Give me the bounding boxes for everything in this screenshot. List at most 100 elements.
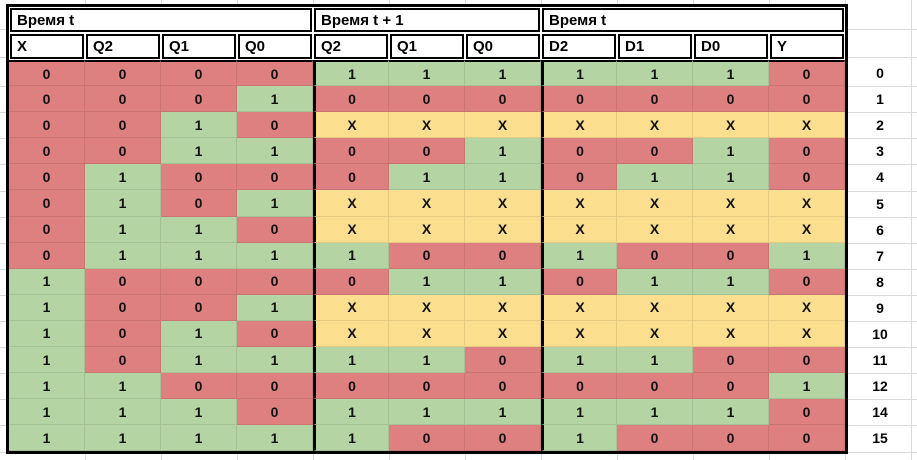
table-cell[interactable]: 0 xyxy=(541,373,617,400)
table-cell[interactable]: 0 xyxy=(769,347,845,374)
table-cell[interactable]: 1 xyxy=(161,347,237,374)
table-cell[interactable]: 1 xyxy=(161,242,237,269)
table-cell[interactable]: 1 xyxy=(389,60,465,87)
table-cell[interactable]: X xyxy=(389,190,465,217)
table-cell[interactable]: X xyxy=(541,320,617,348)
table-cell[interactable]: 1 xyxy=(313,242,389,269)
table-cell[interactable]: 1 xyxy=(313,60,389,87)
table-cell[interactable]: 0 xyxy=(465,242,541,269)
table-cell[interactable]: 1 xyxy=(237,242,313,269)
table-cell[interactable]: 1 xyxy=(541,399,617,426)
table-cell[interactable]: 0 xyxy=(769,60,845,87)
table-cell[interactable]: 0 xyxy=(237,320,313,348)
table-cell[interactable]: X xyxy=(617,112,693,139)
table-cell[interactable]: 0 xyxy=(9,242,85,269)
table-cell[interactable]: 1 xyxy=(693,164,769,191)
column-header-5[interactable]: Q1 xyxy=(390,34,464,59)
table-cell[interactable]: 1 xyxy=(389,164,465,191)
table-cell[interactable]: 0 xyxy=(389,86,465,113)
table-cell[interactable]: 0 xyxy=(465,425,541,452)
table-cell[interactable]: X xyxy=(769,112,845,139)
table-cell[interactable]: X xyxy=(313,216,389,243)
table-cell[interactable]: X xyxy=(465,112,541,139)
table-cell[interactable]: 1 xyxy=(617,164,693,191)
row-number[interactable]: 7 xyxy=(876,247,884,264)
table-cell[interactable]: X xyxy=(769,216,845,243)
table-cell[interactable]: X xyxy=(465,294,541,321)
table-cell[interactable]: X xyxy=(313,112,389,139)
column-header-9[interactable]: D0 xyxy=(694,34,768,59)
row-number[interactable]: 12 xyxy=(872,378,888,395)
table-cell[interactable]: 0 xyxy=(85,60,161,87)
table-cell[interactable]: 0 xyxy=(541,86,617,113)
table-cell[interactable]: X xyxy=(313,190,389,217)
table-cell[interactable]: 1 xyxy=(693,138,769,165)
table-cell[interactable]: 1 xyxy=(541,425,617,452)
table-cell[interactable]: 0 xyxy=(693,86,769,113)
row-number[interactable]: 11 xyxy=(872,352,888,369)
table-cell[interactable]: 1 xyxy=(389,399,465,426)
table-cell[interactable]: 0 xyxy=(617,425,693,452)
row-number[interactable]: 15 xyxy=(872,430,888,447)
table-cell[interactable]: 1 xyxy=(85,164,161,191)
table-cell[interactable]: 1 xyxy=(313,425,389,452)
table-cell[interactable]: 0 xyxy=(541,164,617,191)
table-cell[interactable]: 0 xyxy=(85,268,161,295)
table-cell[interactable]: 0 xyxy=(161,373,237,400)
table-cell[interactable]: 0 xyxy=(161,86,237,113)
table-cell[interactable]: X xyxy=(617,216,693,243)
table-cell[interactable]: 1 xyxy=(85,373,161,400)
table-cell[interactable]: X xyxy=(693,112,769,139)
header-group-0[interactable]: Время t xyxy=(10,8,312,32)
table-cell[interactable]: 0 xyxy=(237,164,313,191)
table-cell[interactable]: X xyxy=(389,320,465,348)
row-number[interactable]: 1 xyxy=(876,91,884,108)
table-cell[interactable]: 0 xyxy=(85,86,161,113)
table-cell[interactable]: X xyxy=(541,216,617,243)
table-cell[interactable]: 0 xyxy=(85,138,161,165)
table-cell[interactable]: 0 xyxy=(693,242,769,269)
table-cell[interactable]: 1 xyxy=(465,164,541,191)
row-number[interactable]: 9 xyxy=(876,299,884,316)
table-cell[interactable]: 0 xyxy=(313,86,389,113)
column-header-1[interactable]: Q2 xyxy=(86,34,160,59)
table-cell[interactable]: 1 xyxy=(693,60,769,87)
table-cell[interactable]: 0 xyxy=(693,373,769,400)
table-cell[interactable]: X xyxy=(693,320,769,348)
table-cell[interactable]: 1 xyxy=(161,425,237,452)
table-cell[interactable]: 1 xyxy=(465,399,541,426)
table-cell[interactable]: 0 xyxy=(617,86,693,113)
table-cell[interactable]: X xyxy=(465,216,541,243)
table-cell[interactable]: 0 xyxy=(769,425,845,452)
table-cell[interactable]: 1 xyxy=(161,320,237,348)
table-cell[interactable]: 0 xyxy=(769,86,845,113)
table-cell[interactable]: 1 xyxy=(465,138,541,165)
table-cell[interactable]: 1 xyxy=(769,373,845,400)
table-cell[interactable]: X xyxy=(389,112,465,139)
table-cell[interactable]: 0 xyxy=(9,60,85,87)
table-cell[interactable]: X xyxy=(389,294,465,321)
table-cell[interactable]: 0 xyxy=(769,399,845,426)
table-cell[interactable]: 1 xyxy=(85,216,161,243)
table-cell[interactable]: 0 xyxy=(9,190,85,217)
table-cell[interactable]: X xyxy=(313,294,389,321)
table-cell[interactable]: 0 xyxy=(237,399,313,426)
column-header-4[interactable]: Q2 xyxy=(314,34,388,59)
table-cell[interactable]: 1 xyxy=(9,320,85,348)
table-cell[interactable]: X xyxy=(769,190,845,217)
table-cell[interactable]: X xyxy=(541,112,617,139)
table-cell[interactable]: 0 xyxy=(9,216,85,243)
table-cell[interactable]: 1 xyxy=(237,294,313,321)
table-cell[interactable]: 1 xyxy=(389,347,465,374)
table-cell[interactable]: 1 xyxy=(85,425,161,452)
table-cell[interactable]: 0 xyxy=(85,112,161,139)
table-cell[interactable]: 1 xyxy=(617,399,693,426)
table-cell[interactable]: X xyxy=(693,294,769,321)
column-header-8[interactable]: D1 xyxy=(618,34,692,59)
table-cell[interactable]: 1 xyxy=(693,268,769,295)
table-cell[interactable]: X xyxy=(693,190,769,217)
table-cell[interactable]: 1 xyxy=(85,242,161,269)
row-number[interactable]: 5 xyxy=(876,195,884,212)
table-cell[interactable]: 0 xyxy=(389,242,465,269)
table-cell[interactable]: 1 xyxy=(9,347,85,374)
